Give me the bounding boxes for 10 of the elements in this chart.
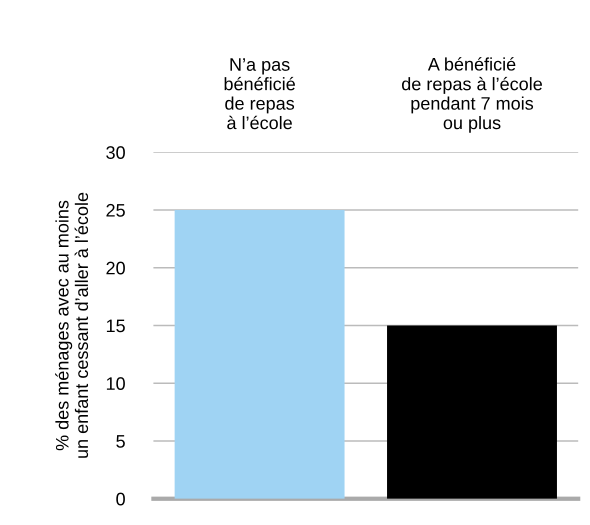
y-axis-title: % des ménages avec au moins un enfant cessant d’aller à l’école	[55, 192, 88, 458]
y-tick-label: 15	[106, 320, 125, 332]
y-tick-label: 10	[106, 377, 125, 390]
y-tick-label: 5	[116, 435, 125, 448]
y-tick-label: 0	[116, 492, 125, 506]
x-tick-label: A bénéficié de repas à l’école pendant 7 mois ou plus	[402, 57, 542, 133]
x-tick-label: N’a pas bénéficié de repas à l’école	[224, 58, 295, 130]
y-tick-label: 20	[106, 262, 125, 274]
y-tick-label: 25	[106, 204, 125, 217]
y-tick-label: 30	[106, 146, 125, 159]
